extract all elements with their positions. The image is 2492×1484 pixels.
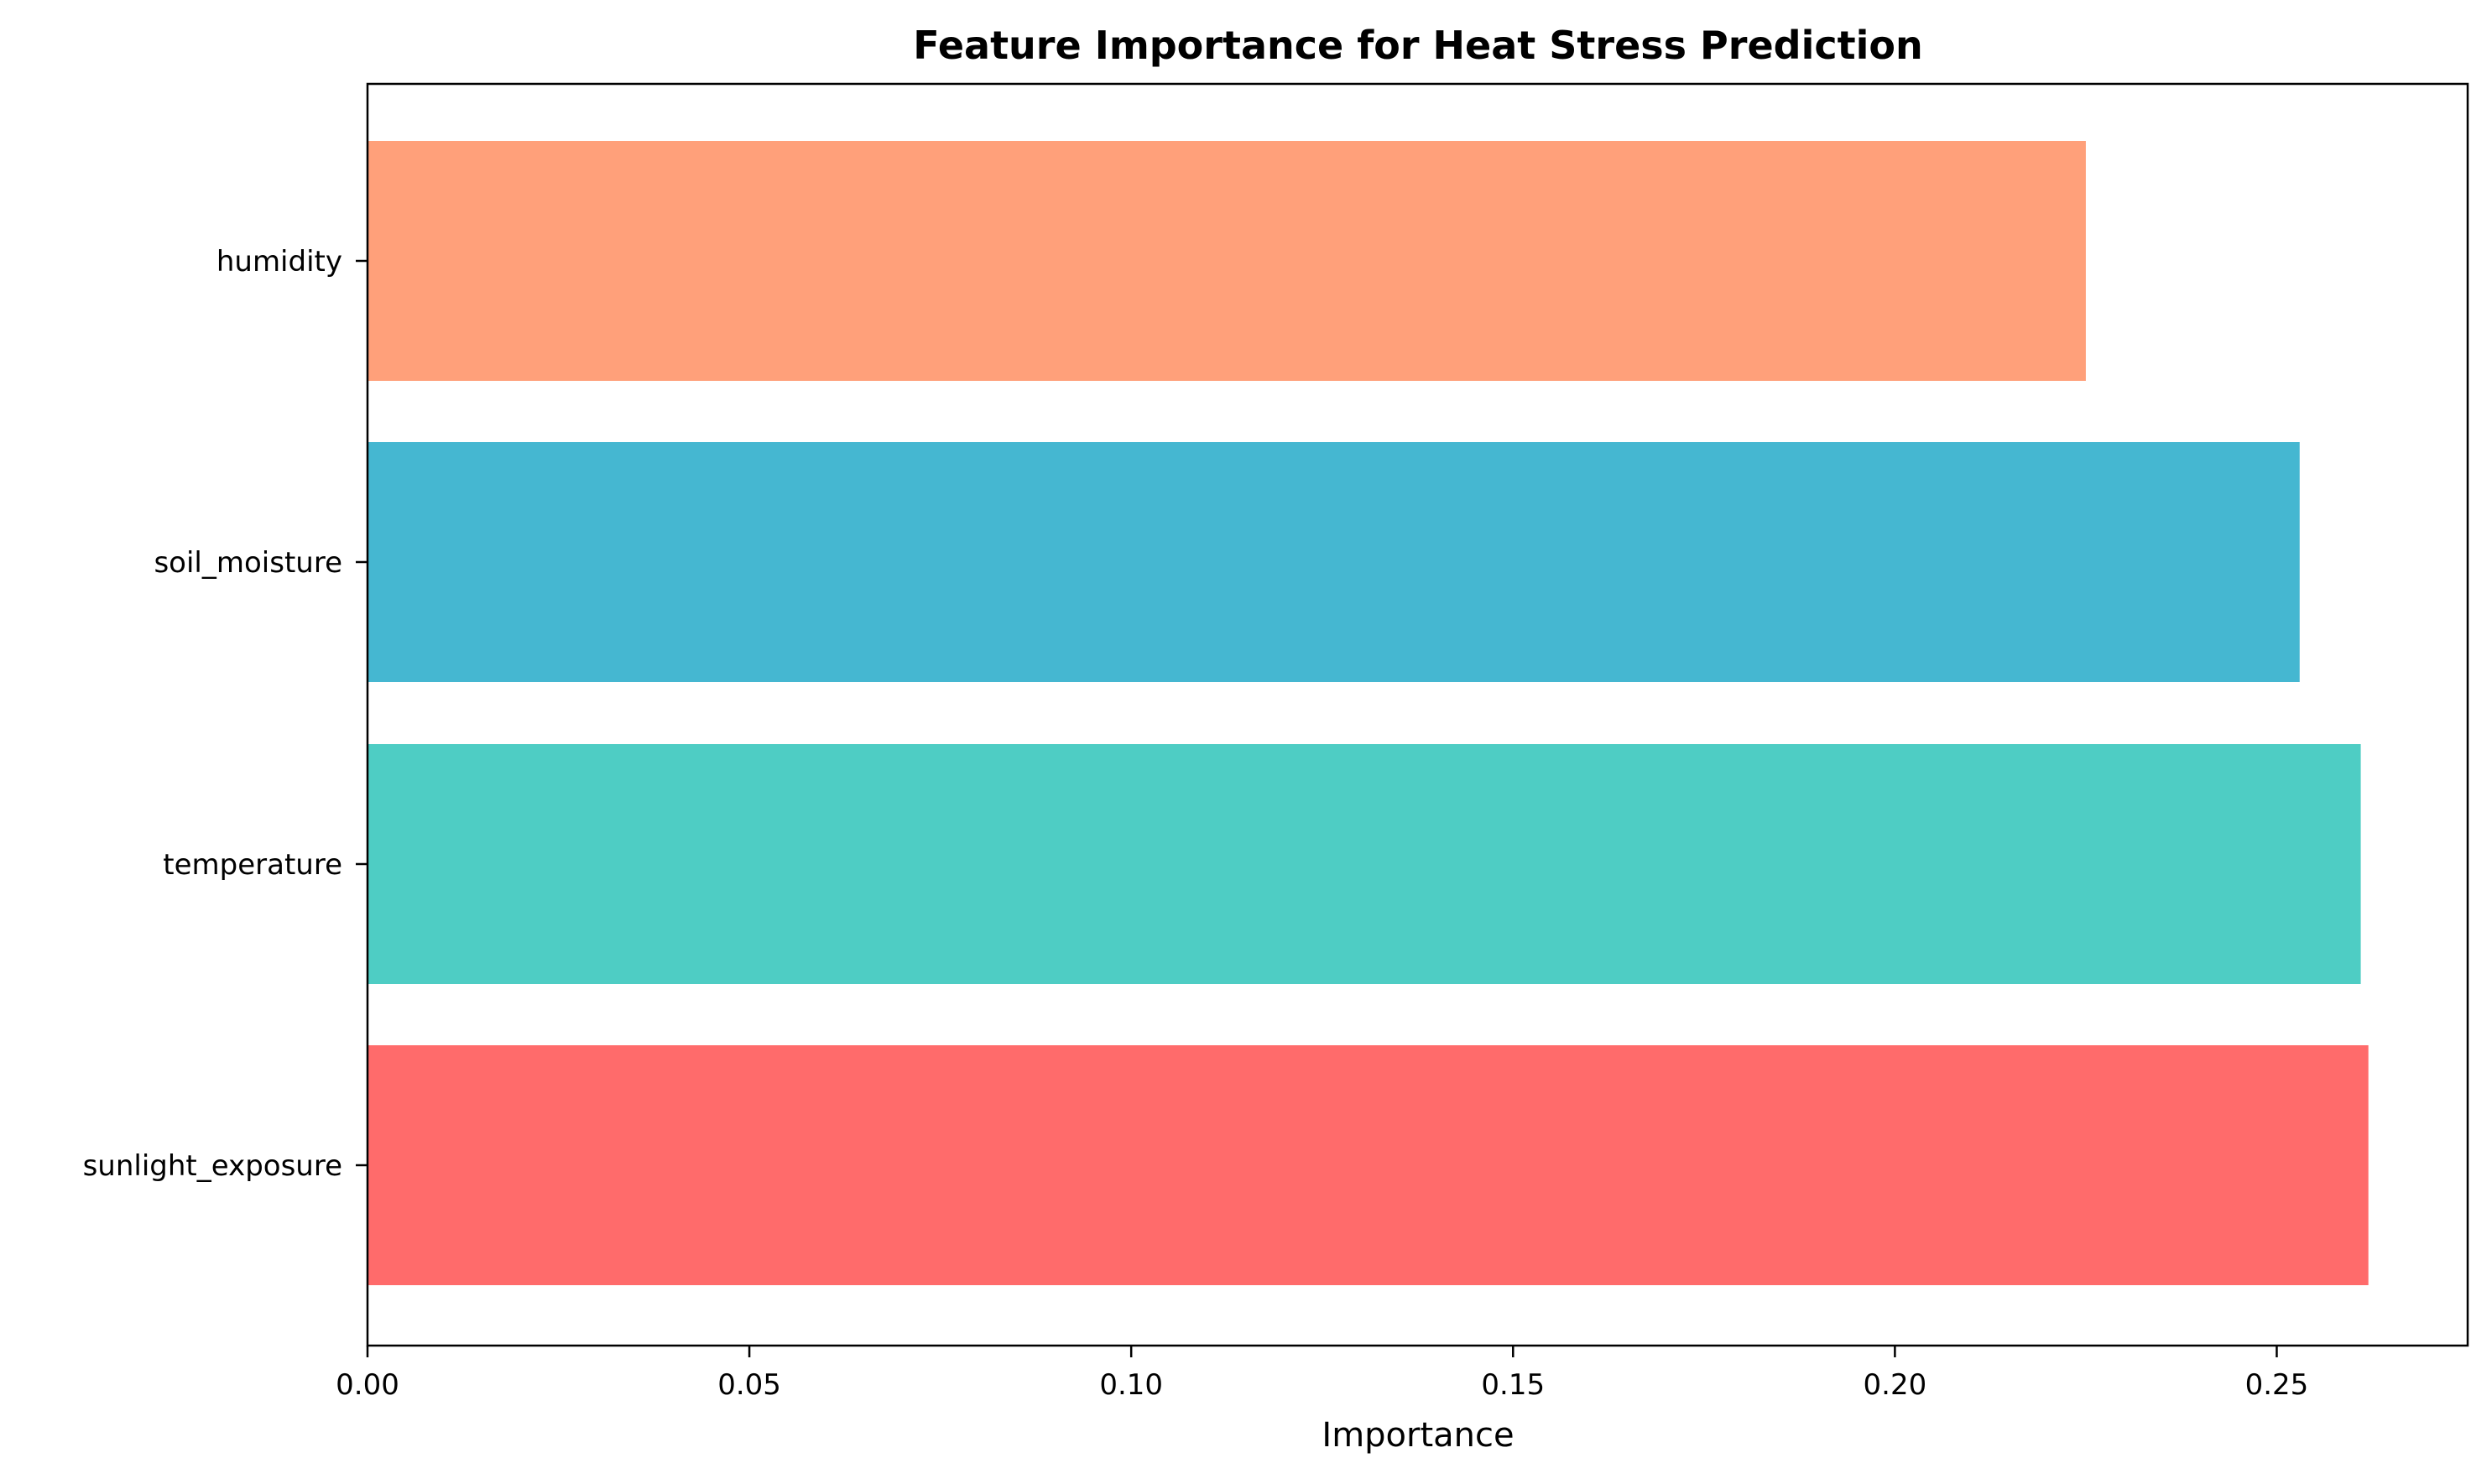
bar-sunlight-exposure xyxy=(368,1045,2369,1285)
x-tick-label: 0.25 xyxy=(2245,1368,2309,1402)
x-tick-label: 0.00 xyxy=(336,1368,399,1402)
ticks-layer: sunlight_exposure temperature soil_moistur… xyxy=(83,245,2309,1402)
bar-temperature xyxy=(368,744,2361,984)
y-tick-label: temperature xyxy=(163,848,342,882)
x-tick-label: 0.05 xyxy=(717,1368,781,1402)
y-tick-label: soil_moisture xyxy=(154,546,342,580)
x-tick-label: 0.20 xyxy=(1864,1368,1927,1402)
plot-frame xyxy=(366,82,2469,1347)
y-tick-label: sunlight_exposure xyxy=(83,1149,342,1183)
x-tick-label: 0.10 xyxy=(1099,1368,1163,1402)
x-axis-label: Importance xyxy=(1322,1416,1514,1455)
chart-title: Feature Importance for Heat Stress Predi… xyxy=(913,23,1922,68)
bar-soil-moisture xyxy=(368,442,2300,682)
y-tick-label: humidity xyxy=(216,245,342,279)
x-tick-label: 0.15 xyxy=(1481,1368,1545,1402)
bars-layer xyxy=(368,141,2369,1285)
bar-humidity xyxy=(368,141,2086,381)
